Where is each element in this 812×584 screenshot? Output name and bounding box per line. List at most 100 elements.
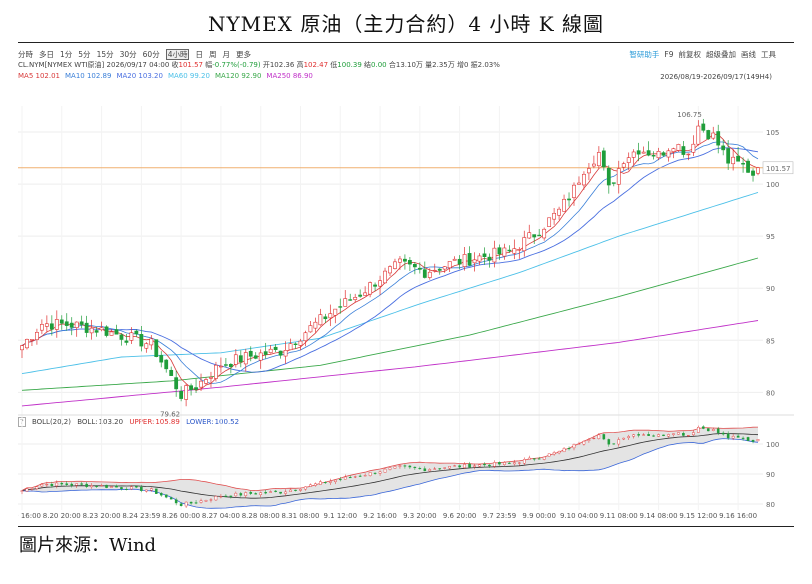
timeframe-0[interactable]: 分時 (18, 50, 33, 59)
boll-candle (25, 488, 29, 492)
boll-candle (169, 497, 173, 500)
candle (557, 208, 561, 216)
y-tick-label: 85 (766, 337, 775, 345)
boll-candle (159, 493, 163, 496)
toolbar-item-4[interactable]: 画线 (741, 50, 756, 59)
toolbar-item-1[interactable]: F9 (664, 50, 674, 59)
boll-candle (189, 501, 193, 504)
candle (731, 156, 736, 165)
toolbar-item-3[interactable]: 超级叠加 (706, 50, 736, 59)
toolbar-item-5[interactable]: 工具 (761, 50, 776, 59)
boll-lower-line (21, 438, 759, 509)
boll-candle (378, 471, 382, 474)
timeframe-7[interactable]: 4小時 (165, 49, 190, 60)
boll-candle (647, 434, 650, 436)
ma60-line (21, 191, 759, 375)
boll-candle (338, 479, 342, 481)
boll-candle (299, 489, 302, 491)
kline-chart[interactable]: 80 85 90 95 100 105 80 90 100 101.57 106.75 79.62 8.… (18, 44, 794, 522)
candle (706, 130, 711, 140)
timeframe-9[interactable]: 周 (208, 50, 217, 59)
candle (393, 261, 397, 269)
candle (228, 364, 233, 368)
timeframe-11[interactable]: 更多 (235, 50, 251, 59)
x-tick-label: 9.3 20:00 (403, 512, 437, 520)
candle (74, 321, 79, 328)
toolbar-item-0[interactable]: 智研助手 (629, 50, 660, 59)
toolbar-item-2[interactable]: 前复权 (678, 50, 702, 59)
candle (209, 377, 213, 379)
candle (487, 256, 492, 261)
boll-y-tick-label: 80 (766, 501, 775, 509)
candle (452, 258, 457, 261)
candle (472, 259, 477, 264)
boll-candle (234, 492, 238, 497)
boll-candle (145, 489, 148, 492)
boll-candle (55, 482, 59, 487)
candle (114, 329, 119, 335)
candle (417, 267, 422, 270)
ma-legend-ma60: MA60 99.20 (167, 72, 210, 80)
boll-candle (363, 475, 367, 477)
candle (348, 299, 353, 301)
timeframe-8[interactable]: 日 (195, 50, 203, 59)
boll-candle (100, 485, 103, 487)
candle (164, 359, 169, 370)
candle (84, 322, 89, 333)
boll-candle (304, 486, 307, 490)
candle (288, 343, 293, 351)
boll-candle (731, 436, 735, 439)
timeframe-5[interactable]: 30分 (119, 50, 137, 59)
x-tick-label: 9.11 08:00 (600, 512, 638, 520)
boll-candle (413, 466, 417, 469)
candle (154, 339, 159, 357)
timeframe-6[interactable]: 60分 (142, 50, 160, 59)
candle (219, 365, 223, 368)
candle (631, 151, 636, 158)
candle (751, 170, 755, 176)
boll-candle (677, 432, 680, 435)
candle (333, 308, 338, 316)
boll-candle (438, 468, 442, 470)
candle (119, 334, 124, 340)
candle (591, 163, 596, 167)
x-tick-label: 9.10 04:00 (560, 512, 598, 520)
boll-candle (652, 435, 655, 437)
candle (25, 338, 29, 349)
candle (94, 330, 99, 333)
y-tick-label: 95 (766, 233, 775, 241)
candle (701, 123, 706, 131)
boll-candle (20, 490, 24, 492)
ma5-line (21, 134, 759, 391)
timeframe-3[interactable]: 5分 (78, 50, 91, 59)
candle (338, 306, 343, 308)
timeframe-2[interactable]: 1分 (60, 50, 73, 59)
candle (258, 352, 263, 361)
boll-candle (632, 434, 635, 437)
boll-candle (214, 495, 218, 501)
timeframe-10[interactable]: 月 (222, 50, 230, 59)
candle (681, 146, 686, 155)
timeframe-1[interactable]: 多日 (39, 50, 54, 59)
candle (651, 155, 656, 157)
symbol-label: CL.NYM[NYMEX WTI原油] (18, 61, 105, 69)
boll-candle (537, 458, 541, 460)
candle (587, 168, 591, 174)
boll-candle (741, 437, 745, 439)
boll-candle (259, 492, 263, 495)
quote-info-line: CL.NYM[NYMEX WTI原油] 2026/09/17 04:00 收10… (18, 61, 500, 69)
change-value: -0.77%(-0.79) (212, 61, 261, 69)
candle (552, 212, 557, 220)
boll-candle (478, 464, 481, 467)
candle (49, 323, 54, 330)
candle (169, 369, 174, 376)
right-toolbar: 智研助手 F9 前复权 超级叠加 画线 工具 (624, 49, 776, 60)
candle (596, 152, 601, 167)
timeframe-4[interactable]: 15分 (96, 50, 114, 59)
boll-candle (383, 468, 387, 473)
candle (726, 148, 731, 164)
boll-candle (95, 485, 98, 487)
candle (502, 247, 507, 257)
candle (741, 163, 745, 165)
low-annotation: 79.62 (160, 410, 180, 418)
